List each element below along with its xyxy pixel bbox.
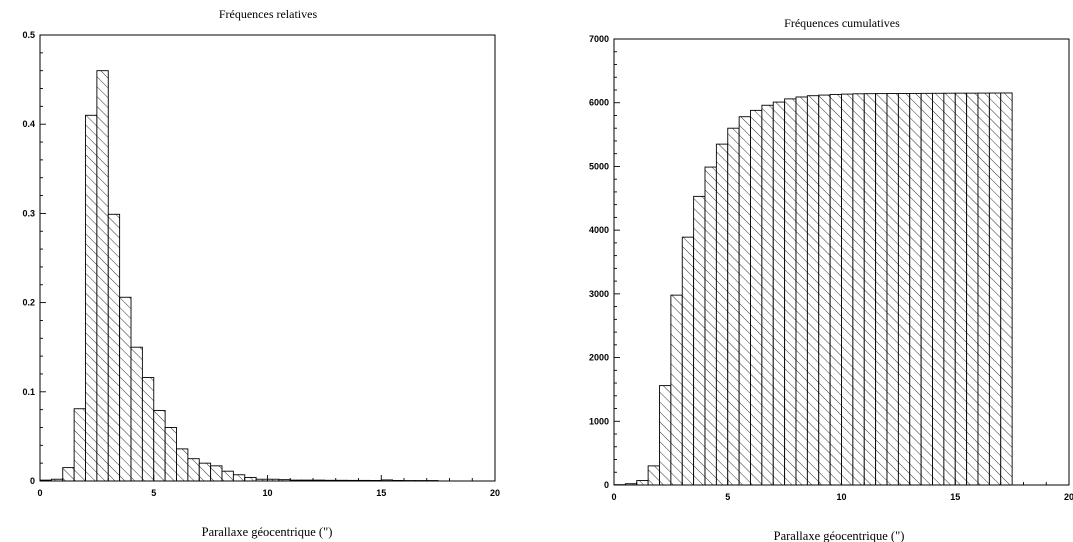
histogram-bar: [704, 166, 717, 486]
x-tick-label: 20: [490, 488, 500, 498]
histogram-bar: [795, 96, 808, 486]
histogram-bar: [897, 93, 911, 486]
histogram-bar: [886, 93, 899, 486]
y-tick-label: 6000: [589, 98, 609, 108]
y-tick-label: 1000: [589, 416, 609, 426]
cumulative-frequency-histogram: Fréquences cumulatives 0 5 10 15 20 0 1000 2000…: [589, 16, 1073, 542]
histogram-bar: [841, 93, 854, 486]
x-tick-label: 20: [1064, 492, 1073, 502]
histogram-bar: [966, 92, 979, 486]
histogram-bar: [141, 377, 155, 482]
histogram-bar: [750, 109, 763, 486]
x-tick-label: 5: [725, 492, 730, 502]
histogram-bar: [818, 94, 831, 486]
histogram-bar: [681, 236, 695, 486]
x-tick-label: 5: [151, 488, 156, 498]
histogram-bar: [727, 127, 740, 486]
histogram-bar: [715, 143, 729, 486]
histogram-bar: [943, 92, 956, 486]
y-tick-label: 0.3: [22, 208, 35, 218]
bars: [613, 92, 1013, 486]
y-tick-label: 0.1: [22, 387, 35, 397]
histogram-bar: [221, 470, 234, 482]
histogram-bar: [909, 92, 922, 486]
histogram-bar: [761, 104, 774, 486]
histogram-bar: [932, 92, 945, 486]
histogram-bar: [738, 116, 751, 486]
chart-title: Fréquences relatives: [219, 7, 318, 21]
x-tick-label: 15: [950, 492, 960, 502]
histogram-bar: [659, 385, 672, 486]
histogram-bar: [1000, 92, 1013, 486]
x-tick-label: 10: [262, 488, 272, 498]
histogram-bar: [875, 93, 888, 486]
x-tick-label: 10: [836, 492, 846, 502]
y-tick-label: 0.5: [22, 30, 35, 40]
x-axis-label: Parallaxe géocentrique ("): [202, 525, 333, 539]
histogram-bar: [806, 95, 820, 486]
histogram-bar: [153, 410, 166, 482]
histogram-bar: [96, 70, 109, 482]
histogram-bar: [920, 92, 933, 486]
histogram-bar: [232, 474, 246, 482]
histogram-bar: [829, 93, 842, 486]
y-tick-label: 5000: [589, 161, 609, 171]
y-tick-label: 3000: [589, 289, 609, 299]
histogram-bar: [198, 462, 212, 482]
y-tick-label: 2000: [589, 353, 609, 363]
histogram-bar: [164, 427, 177, 482]
axis-ticks: 0 5 10 15 20 0 1000 2000 3000 4000 5000 6000 7000: [589, 34, 1073, 502]
x-tick-label: 15: [376, 488, 386, 498]
y-tick-label: 7000: [589, 34, 609, 44]
histogram-bar: [647, 465, 660, 486]
bars: [39, 70, 439, 482]
histogram-bar: [187, 458, 200, 482]
histogram-bar: [988, 92, 1002, 486]
x-tick-label: 0: [611, 492, 616, 502]
histogram-bar: [693, 195, 706, 486]
y-tick-label: 0: [30, 476, 35, 486]
x-axis-label: Parallaxe géocentrique ("): [774, 529, 905, 542]
y-tick-label: 0.4: [22, 119, 35, 129]
histogram-bar: [119, 296, 132, 482]
histogram-bar: [852, 93, 865, 486]
relative-frequency-histogram: Fréquences relatives 0 5 10 15 2000.10.20.30…: [22, 7, 500, 539]
histogram-bar: [863, 93, 877, 486]
y-tick-label: 0.2: [22, 298, 35, 308]
histogram-bar: [130, 346, 143, 482]
y-tick-label: 0: [604, 480, 609, 490]
histogram-bar: [85, 114, 98, 482]
axis-ticks: 0 5 10 15 20 0 0.1 0.2 0.3 0.4 0.5: [22, 30, 500, 498]
histogram-bar: [176, 448, 189, 482]
histogram-bar: [772, 101, 786, 486]
histogram-bar: [244, 476, 257, 482]
y-tick-label: 4000: [589, 225, 609, 235]
histogram-bar: [636, 480, 649, 486]
histogram-bar: [107, 213, 121, 482]
histogram-bar: [670, 294, 683, 486]
histogram-bar: [73, 408, 86, 482]
histogram-bar: [784, 98, 797, 486]
histogram-bar: [977, 92, 990, 486]
x-tick-label: 0: [37, 488, 42, 498]
histogram-bar: [954, 92, 968, 486]
chart-title: Fréquences cumulatives: [784, 16, 900, 30]
histogram-bar: [62, 467, 75, 482]
histogram-bar: [210, 465, 223, 482]
